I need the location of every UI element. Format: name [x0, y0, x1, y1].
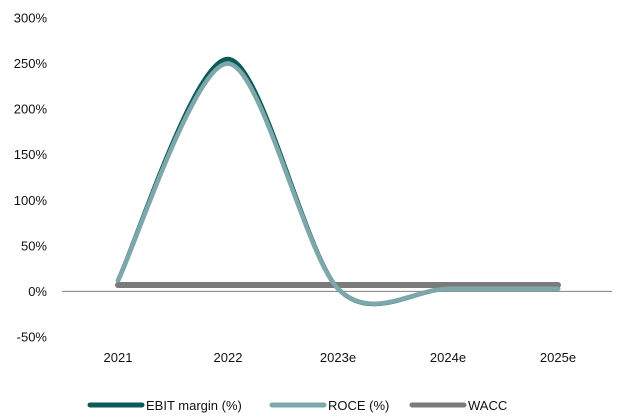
- x-tick-label: 2023e: [320, 350, 356, 365]
- x-tick-label: 2022: [214, 350, 243, 365]
- series-line-ebit-margin: [115, 56, 561, 307]
- y-tick-label: 100%: [14, 193, 48, 208]
- series-layer: [115, 56, 561, 307]
- y-tick-label: 200%: [14, 102, 48, 117]
- legend-label: EBIT margin (%): [146, 398, 242, 413]
- y-tick-label: 300%: [14, 11, 48, 26]
- y-tick-label: 250%: [14, 56, 48, 71]
- y-axis-ticks: 300% 250% 200% 150% 100% 50% 0% -50%: [14, 11, 48, 345]
- legend-label: ROCE (%): [328, 398, 389, 413]
- y-tick-label: 0%: [28, 284, 47, 299]
- y-tick-label: 50%: [21, 238, 47, 253]
- x-tick-label: 2024e: [430, 350, 466, 365]
- x-axis-ticks: 2021 2022 2023e 2024e 2025e: [104, 350, 577, 365]
- legend-label: WACC: [468, 398, 507, 413]
- y-tick-label: 150%: [14, 147, 48, 162]
- legend: EBIT margin (%) ROCE (%) WACC: [87, 398, 507, 413]
- x-tick-label: 2025e: [540, 350, 576, 365]
- x-tick-label: 2021: [104, 350, 133, 365]
- y-tick-label: -50%: [17, 330, 48, 345]
- series-line-roce: [115, 61, 561, 306]
